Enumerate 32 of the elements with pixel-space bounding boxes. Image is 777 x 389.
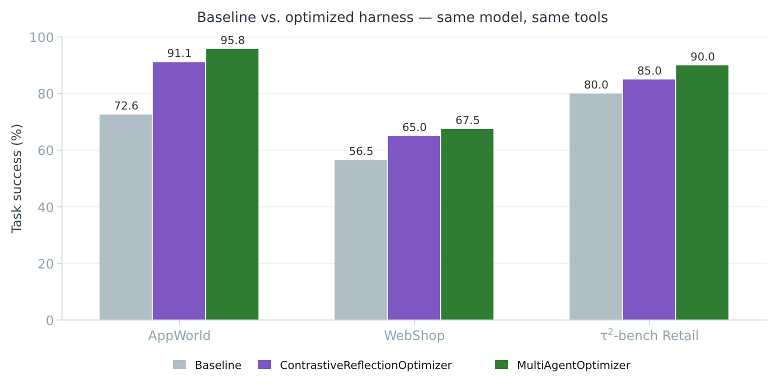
- bar: [388, 136, 440, 320]
- text: 67.5: [456, 114, 480, 127]
- legend-label: Baseline: [194, 359, 242, 372]
- x-tick-label: AppWorld: [148, 329, 211, 344]
- legend-label: MultiAgentOptimizer: [517, 359, 631, 372]
- y-tick-label: 0: [46, 314, 54, 329]
- y-tick-label: 60: [37, 144, 54, 160]
- y-tick-label: 80: [37, 88, 54, 103]
- bar: [441, 128, 494, 320]
- text: 80.0: [584, 78, 608, 92]
- text: 72.6: [114, 100, 138, 113]
- y-tick-label: 40: [37, 200, 54, 216]
- text: 85.0: [637, 64, 662, 78]
- bar: [152, 62, 206, 320]
- y-axis-title: Task success (%): [10, 124, 25, 234]
- text: 65.0: [402, 121, 427, 134]
- x-tick-label: τ$^{2}$-bench Retail: [600, 328, 700, 344]
- bar: [206, 48, 258, 320]
- y-tick-label: 100: [29, 31, 54, 46]
- text: 90.0: [690, 50, 716, 64]
- bar: [676, 65, 728, 320]
- text: 91.1: [167, 47, 192, 60]
- text: 56.5: [348, 145, 374, 158]
- legend-label: ContrastiveReflectionOptimizer: [280, 359, 452, 372]
- bar: [100, 114, 152, 320]
- x-tick-label: WebShop: [384, 329, 446, 344]
- text: 95.8: [220, 34, 246, 47]
- bar: [622, 79, 676, 320]
- chart-title: Baseline vs. optimized harness — same model, same tools: [196, 10, 608, 26]
- bar: [570, 94, 622, 320]
- bar: [334, 160, 387, 320]
- y-tick-label: 20: [37, 257, 54, 272]
